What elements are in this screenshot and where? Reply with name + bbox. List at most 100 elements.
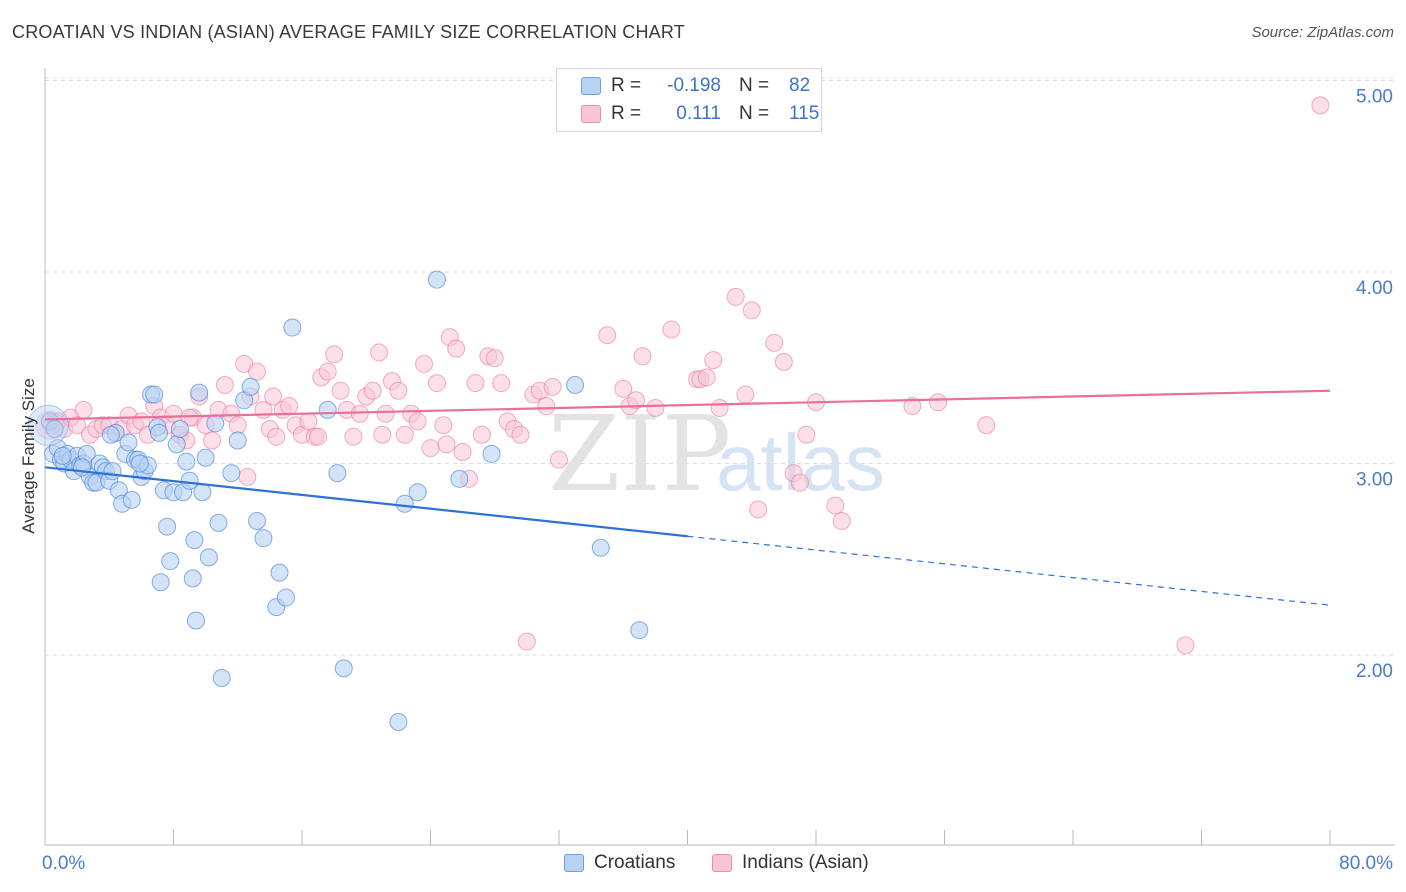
- indians-asian-point: [790, 473, 809, 492]
- indians-asian-point: [1176, 636, 1195, 655]
- croatians-point: [334, 659, 353, 678]
- croatians-point-large: [27, 404, 69, 446]
- indians-asian-point: [977, 416, 996, 435]
- indians-asian-point: [68, 416, 87, 435]
- croatians-point: [185, 531, 204, 550]
- indians-asian-point: [543, 377, 562, 396]
- croatians-point: [591, 538, 610, 557]
- croatians-point: [101, 425, 120, 444]
- indians-asian-point: [614, 379, 633, 398]
- croatians-point: [53, 446, 72, 465]
- watermark: ZIP atlas: [548, 393, 885, 515]
- bottom-legend-label-croatians: Croatians: [594, 852, 676, 873]
- indians-asian-point: [376, 404, 395, 423]
- indians-asian-point: [832, 511, 851, 530]
- croatians-point: [180, 471, 199, 490]
- croatians-point: [122, 490, 141, 509]
- legend-swatch-indians-asian: [581, 105, 601, 123]
- indians-asian-point: [427, 374, 446, 393]
- indians-asian-point: [765, 333, 784, 352]
- indians-asian-point: [238, 467, 257, 486]
- y-axis-label: Average Family Size: [19, 378, 38, 534]
- source-label: Source: ZipAtlas.com: [1251, 24, 1394, 41]
- bottom-swatch-indians-asian: [712, 854, 732, 872]
- indians-asian-point: [511, 425, 530, 444]
- indians-asian-point: [627, 391, 646, 410]
- indians-asian-point: [299, 412, 318, 431]
- indians-asian-point: [453, 443, 472, 462]
- indians-asian-point: [797, 425, 816, 444]
- series-croatians-points: [27, 270, 649, 732]
- bottom-legend-croatians: Croatians: [564, 852, 675, 874]
- croatians-point: [241, 377, 260, 396]
- legend-n-value: 115: [789, 103, 820, 124]
- indians-asian-point: [726, 287, 745, 306]
- indians-asian-point: [466, 374, 485, 393]
- croatians-point: [150, 423, 169, 442]
- croatians-point: [199, 548, 218, 567]
- croatians-point: [427, 270, 446, 289]
- indians-asian-trend-line: [44, 389, 1331, 421]
- legend-row-croatians: R = -0.198 N = 82: [557, 73, 829, 99]
- croatians-point: [254, 529, 273, 548]
- indians-asian-point: [408, 412, 427, 431]
- croatians-point: [209, 513, 228, 532]
- indians-asian-point: [1311, 96, 1330, 115]
- indians-asian-point: [228, 416, 247, 435]
- legend-n-label: N =: [739, 103, 770, 124]
- indians-asian-point: [415, 354, 434, 373]
- croatians-trend-dashed: [687, 535, 1331, 606]
- indians-asian-point: [373, 425, 392, 444]
- croatians-point: [270, 563, 289, 582]
- croatians-point: [450, 469, 469, 488]
- legend-r-value: 0.111: [676, 103, 721, 124]
- indians-asian-point: [331, 381, 350, 400]
- indians-asian-point: [710, 398, 729, 417]
- croatians-point: [283, 318, 302, 337]
- legend-n-value: 82: [789, 75, 811, 96]
- indians-asian-point: [697, 368, 716, 387]
- bottom-legend-label-indians-asian: Indians (Asian): [742, 852, 869, 873]
- croatians-point: [482, 444, 501, 463]
- croatians-point: [145, 385, 164, 404]
- croatians-point: [130, 454, 149, 473]
- indians-asian-point: [774, 353, 793, 372]
- indians-asian-point: [248, 362, 267, 381]
- indians-asian-point: [434, 416, 453, 435]
- croatians-point: [248, 511, 267, 530]
- x-tick-label-max: 80.0%: [1339, 853, 1393, 874]
- indians-asian-point: [633, 347, 652, 366]
- croatians-point: [170, 420, 189, 439]
- indians-asian-point: [662, 320, 681, 339]
- series-indians-asian-points: [35, 96, 1330, 655]
- watermark-zip: ZIP: [548, 393, 731, 515]
- indians-asian-point: [929, 393, 948, 412]
- indians-asian-point: [215, 375, 234, 394]
- croatians-point: [389, 713, 408, 732]
- indians-asian-point: [344, 427, 363, 446]
- croatians-point: [151, 573, 170, 592]
- croatians-point: [212, 668, 231, 687]
- indians-asian-point: [264, 387, 283, 406]
- indians-asian-point: [421, 439, 440, 458]
- indians-asian-point: [325, 345, 344, 364]
- croatians-point: [183, 569, 202, 588]
- legend-swatch-croatians: [581, 77, 601, 95]
- indians-asian-point: [318, 362, 337, 381]
- indians-asian-point: [309, 427, 328, 446]
- bottom-swatch-croatians: [564, 854, 584, 872]
- croatians-point: [206, 414, 225, 433]
- croatians-point: [103, 462, 122, 481]
- indians-asian-point: [74, 400, 93, 419]
- x-tick-label-min: 0.0%: [42, 853, 85, 874]
- y-tick-label: 3.00: [1356, 470, 1393, 491]
- croatians-point: [408, 483, 427, 502]
- indians-asian-point: [472, 425, 491, 444]
- indians-asian-point: [537, 397, 556, 416]
- croatians-point: [630, 621, 649, 640]
- bottom-legend-indians-asian: Indians (Asian): [712, 852, 869, 874]
- indians-asian-point: [280, 397, 299, 416]
- indians-asian-point: [492, 374, 511, 393]
- indians-asian-point: [903, 397, 922, 416]
